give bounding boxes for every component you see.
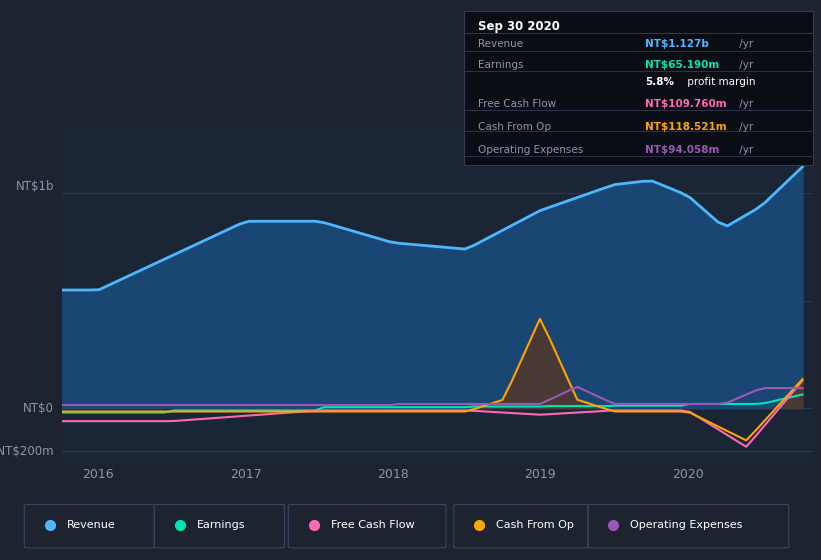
Text: /yr: /yr [736, 60, 754, 71]
Text: Sep 30 2020: Sep 30 2020 [478, 21, 560, 34]
Text: /yr: /yr [736, 145, 754, 155]
Text: NT$94.058m: NT$94.058m [645, 145, 720, 155]
Text: Free Cash Flow: Free Cash Flow [331, 520, 415, 530]
Text: -NT$200m: -NT$200m [0, 445, 54, 458]
Text: /yr: /yr [736, 122, 754, 132]
Text: Revenue: Revenue [67, 520, 116, 530]
Text: NT$65.190m: NT$65.190m [645, 60, 719, 71]
Text: Free Cash Flow: Free Cash Flow [478, 99, 556, 109]
Text: Earnings: Earnings [478, 60, 523, 71]
Text: NT$1.127b: NT$1.127b [645, 39, 709, 49]
Text: NT$1b: NT$1b [16, 180, 54, 193]
Text: Revenue: Revenue [478, 39, 523, 49]
Text: Operating Expenses: Operating Expenses [631, 520, 743, 530]
Text: NT$0: NT$0 [23, 402, 54, 415]
Text: 5.8%: 5.8% [645, 77, 674, 87]
Text: /yr: /yr [736, 99, 754, 109]
Text: Cash From Op: Cash From Op [497, 520, 574, 530]
Text: NT$109.760m: NT$109.760m [645, 99, 727, 109]
Text: Operating Expenses: Operating Expenses [478, 145, 583, 155]
Text: /yr: /yr [736, 39, 754, 49]
Text: Cash From Op: Cash From Op [478, 122, 551, 132]
Text: Earnings: Earnings [197, 520, 245, 530]
Text: profit margin: profit margin [684, 77, 755, 87]
Text: NT$118.521m: NT$118.521m [645, 122, 727, 132]
